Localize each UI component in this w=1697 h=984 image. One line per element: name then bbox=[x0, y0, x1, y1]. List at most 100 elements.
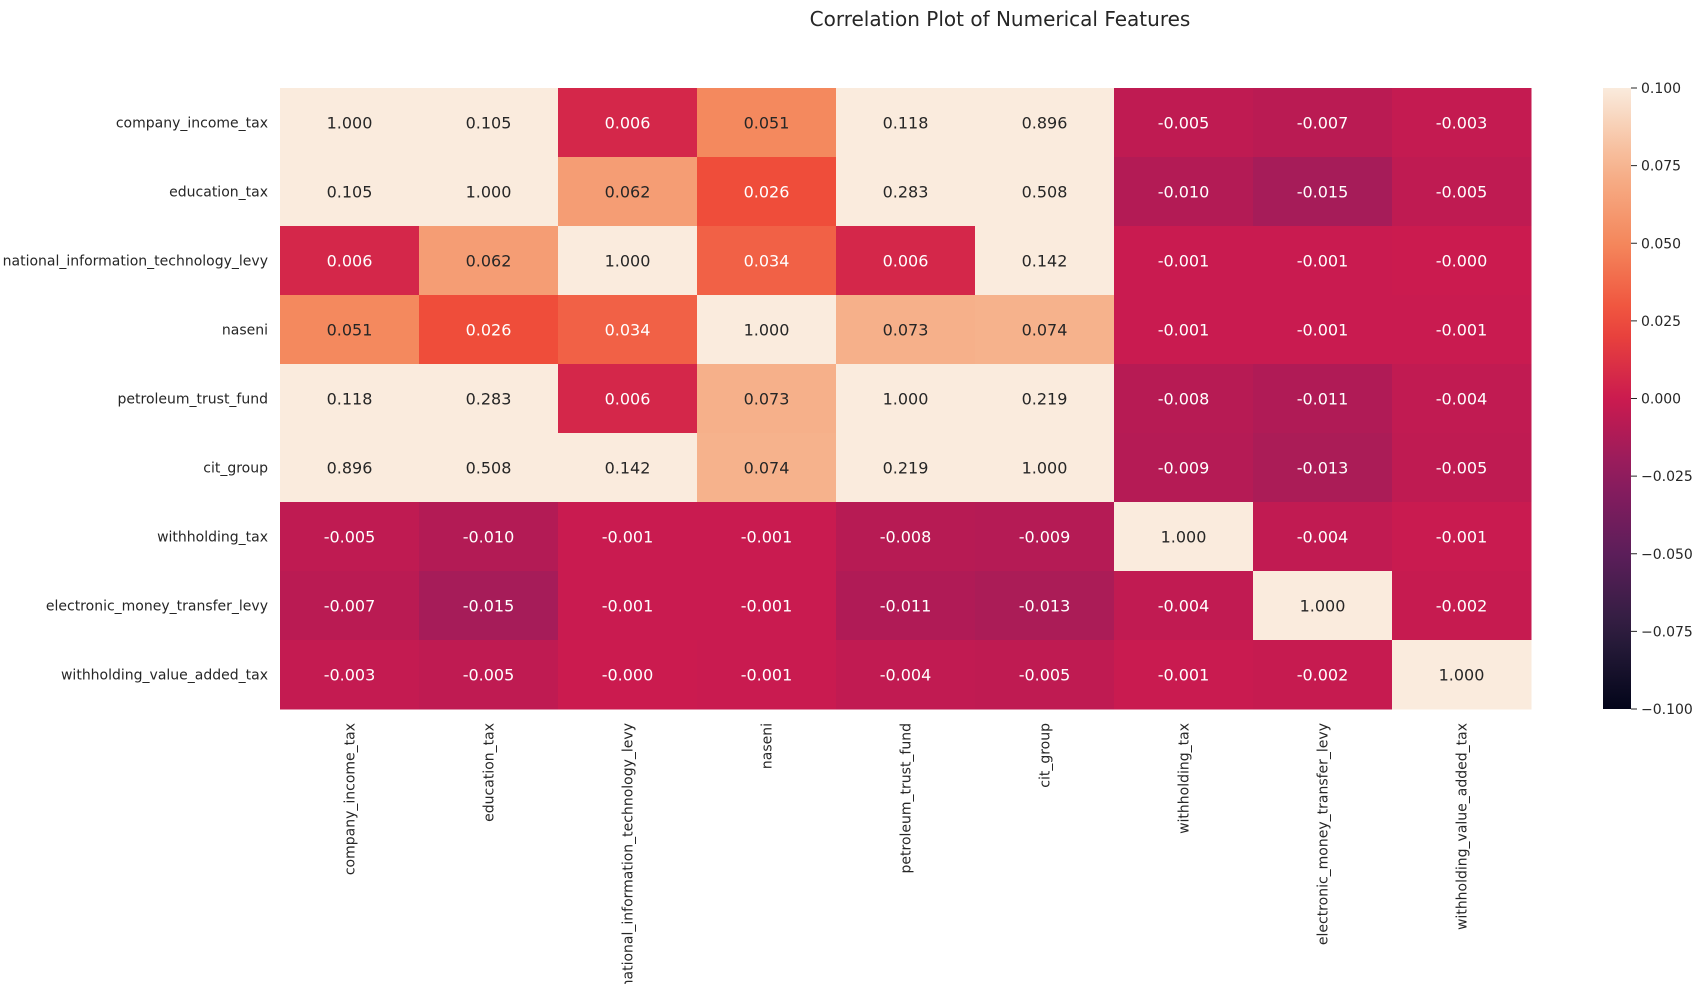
cell-value-label: -0.013 bbox=[1019, 597, 1071, 616]
heatmap-cell bbox=[558, 88, 698, 158]
cell-value-label: -0.005 bbox=[1436, 183, 1488, 202]
cell-value-label: -0.004 bbox=[880, 666, 932, 685]
cell-value-label: -0.008 bbox=[1158, 390, 1210, 409]
cell-value-label: -0.001 bbox=[1297, 252, 1349, 271]
heatmap-cell bbox=[558, 157, 698, 227]
heatmap-cell bbox=[280, 433, 420, 503]
heatmap-cell bbox=[558, 433, 698, 503]
cell-value-label: 0.006 bbox=[605, 114, 651, 133]
cell-value-label: -0.001 bbox=[1158, 252, 1210, 271]
cell-value-label: -0.007 bbox=[324, 597, 376, 616]
heatmap-cell bbox=[1253, 640, 1393, 710]
column-tick-label: withholding_value_added_tax bbox=[1455, 723, 1471, 930]
cell-value-label: -0.001 bbox=[602, 528, 654, 547]
cell-value-label: -0.001 bbox=[741, 666, 793, 685]
cell-value-label: -0.005 bbox=[1158, 114, 1210, 133]
cell-value-label: 0.034 bbox=[744, 252, 790, 271]
column-tick-label: petroleum_trust_fund bbox=[899, 723, 915, 873]
heatmap-cell bbox=[697, 640, 837, 710]
cell-value-label: 0.073 bbox=[883, 321, 929, 340]
cell-value-label: 0.073 bbox=[744, 390, 790, 409]
cell-value-label: 0.219 bbox=[1022, 390, 1068, 409]
heatmap-cell bbox=[1392, 364, 1532, 434]
cell-value-label: -0.001 bbox=[1158, 321, 1210, 340]
cell-value-label: -0.001 bbox=[1436, 321, 1488, 340]
row-tick-label: naseni bbox=[222, 323, 268, 339]
cell-value-label: 0.142 bbox=[605, 459, 651, 478]
cell-value-label: 0.105 bbox=[466, 114, 512, 133]
cell-value-label: 1.000 bbox=[744, 321, 790, 340]
heatmap-cell bbox=[280, 640, 420, 710]
cell-value-label: 1.000 bbox=[1439, 666, 1485, 685]
heatmap-cell bbox=[558, 640, 698, 710]
cell-value-label: -0.003 bbox=[1436, 114, 1488, 133]
heatmap-cell bbox=[1114, 571, 1254, 641]
row-tick-label: national_information_technology_levy bbox=[3, 254, 268, 270]
heatmap-cell bbox=[1114, 88, 1254, 158]
heatmap-cell bbox=[1392, 88, 1532, 158]
heatmap-cell bbox=[419, 88, 559, 158]
heatmap-cell bbox=[419, 433, 559, 503]
cell-value-label: -0.001 bbox=[1436, 528, 1488, 547]
colorbar-tick-label: 0.050 bbox=[1641, 236, 1681, 252]
column-tick-labels: company_income_tax education_tax national_… bbox=[343, 723, 1471, 984]
heatmap-cell bbox=[1253, 364, 1393, 434]
heatmap-cell bbox=[975, 295, 1115, 365]
cell-value-label: -0.004 bbox=[1436, 390, 1488, 409]
cell-value-label: -0.011 bbox=[880, 597, 932, 616]
heatmap-cell bbox=[1253, 88, 1393, 158]
heatmap-cell bbox=[280, 502, 420, 572]
row-tick-labels: company_income_tax education_tax national_… bbox=[3, 116, 268, 684]
heatmap-cell bbox=[975, 502, 1115, 572]
cell-value-label: -0.015 bbox=[1297, 183, 1349, 202]
heatmap-cell bbox=[280, 157, 420, 227]
cell-value-label: 0.219 bbox=[883, 459, 929, 478]
heatmap-cell bbox=[975, 88, 1115, 158]
heatmap-cell bbox=[419, 640, 559, 710]
column-tick-label: withholding_tax bbox=[1177, 723, 1193, 834]
heatmap-cell bbox=[1253, 571, 1393, 641]
heatmap-cell bbox=[836, 295, 976, 365]
column-tick-label: naseni bbox=[760, 723, 776, 769]
cell-value-label: -0.000 bbox=[602, 666, 654, 685]
colorbar-tick-label: −0.075 bbox=[1641, 624, 1693, 640]
cell-value-label: -0.010 bbox=[463, 528, 515, 547]
cell-value-label: 0.026 bbox=[466, 321, 512, 340]
row-tick-label: petroleum_trust_fund bbox=[118, 392, 268, 408]
cell-value-label: 0.074 bbox=[744, 459, 790, 478]
heatmap-cell bbox=[836, 226, 976, 296]
row-tick-label: electronic_money_transfer_levy bbox=[46, 599, 268, 615]
heatmap-cell bbox=[1114, 226, 1254, 296]
cell-value-label: -0.013 bbox=[1297, 459, 1349, 478]
heatmap-cells bbox=[280, 88, 1532, 710]
heatmap-cell bbox=[975, 433, 1115, 503]
heatmap-cell bbox=[836, 364, 976, 434]
cell-value-label: -0.001 bbox=[741, 597, 793, 616]
heatmap-cell bbox=[419, 502, 559, 572]
cell-value-label: 1.000 bbox=[1022, 459, 1068, 478]
cell-value-label: 1.000 bbox=[1161, 528, 1207, 547]
cell-value-label: 0.508 bbox=[1022, 183, 1068, 202]
cell-value-label: -0.001 bbox=[1158, 666, 1210, 685]
cell-value-label: -0.011 bbox=[1297, 390, 1349, 409]
cell-value-label: -0.001 bbox=[741, 528, 793, 547]
heatmap-cell bbox=[1392, 571, 1532, 641]
heatmap-cell bbox=[1114, 502, 1254, 572]
column-tick-label: electronic_money_transfer_levy bbox=[1316, 723, 1332, 945]
heatmap-cell bbox=[697, 364, 837, 434]
heatmap-cell bbox=[1253, 157, 1393, 227]
column-tick-label: cit_group bbox=[1038, 723, 1054, 788]
cell-value-label: 0.006 bbox=[605, 390, 651, 409]
heatmap-cell bbox=[697, 226, 837, 296]
heatmap-cell bbox=[975, 640, 1115, 710]
heatmap-cell bbox=[836, 157, 976, 227]
heatmap-cell bbox=[697, 88, 837, 158]
cell-value-label: -0.005 bbox=[463, 666, 515, 685]
heatmap-cell bbox=[1392, 640, 1532, 710]
cell-value-label: -0.009 bbox=[1158, 459, 1210, 478]
cell-annotations: 1.000 0.105 0.006 0.051 0.118 0.896 -0.005 -0.0… bbox=[324, 114, 1488, 685]
heatmap-cell bbox=[836, 640, 976, 710]
colorbar: 0.100 0.075 0.050 0.025 0.000 −0.025 −0.050 −0.… bbox=[1603, 81, 1693, 718]
cell-value-label: -0.004 bbox=[1297, 528, 1349, 547]
